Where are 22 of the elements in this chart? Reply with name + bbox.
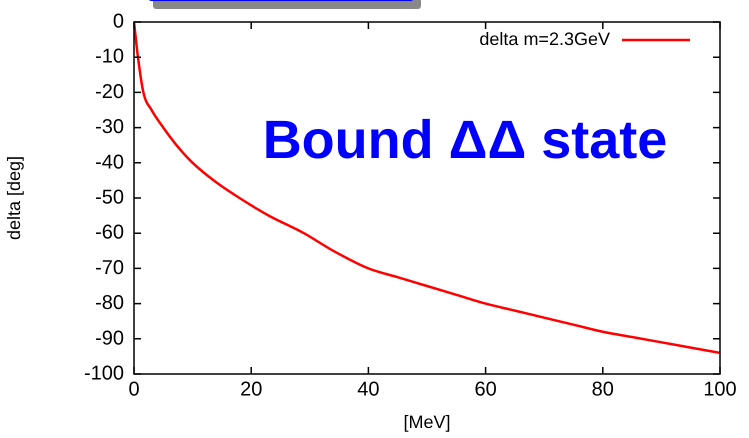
- x-tick-label: 80: [592, 378, 614, 401]
- x-tick-label: 60: [474, 378, 497, 401]
- x-tick-label: 100: [703, 378, 737, 401]
- line-series: [134, 22, 720, 354]
- y-tick-label: 0: [112, 10, 124, 33]
- y-tick-label: -30: [95, 116, 124, 138]
- y-tick-label: -40: [95, 151, 124, 174]
- y-tick-label: -10: [95, 46, 124, 68]
- y-tick-label: -20: [95, 80, 124, 103]
- y-tick-label: -80: [95, 292, 124, 314]
- legend-label: delta m=2.3GeV: [479, 28, 610, 49]
- y-tick-label: -50: [95, 186, 124, 209]
- x-axis-title: [MeV]: [403, 412, 451, 432]
- x-tick-label: 20: [240, 378, 262, 401]
- x-tick-label: 40: [357, 378, 380, 401]
- y-tick-label: -60: [95, 222, 124, 244]
- y-tick-label: -100: [84, 362, 124, 385]
- y-tick-label: -70: [95, 256, 124, 279]
- annotation: Bound ΔΔ state: [262, 110, 668, 170]
- y-tick-label: -90: [95, 327, 124, 350]
- x-tick-label: 0: [128, 378, 140, 401]
- y-axis-title: delta [deg]: [4, 156, 24, 240]
